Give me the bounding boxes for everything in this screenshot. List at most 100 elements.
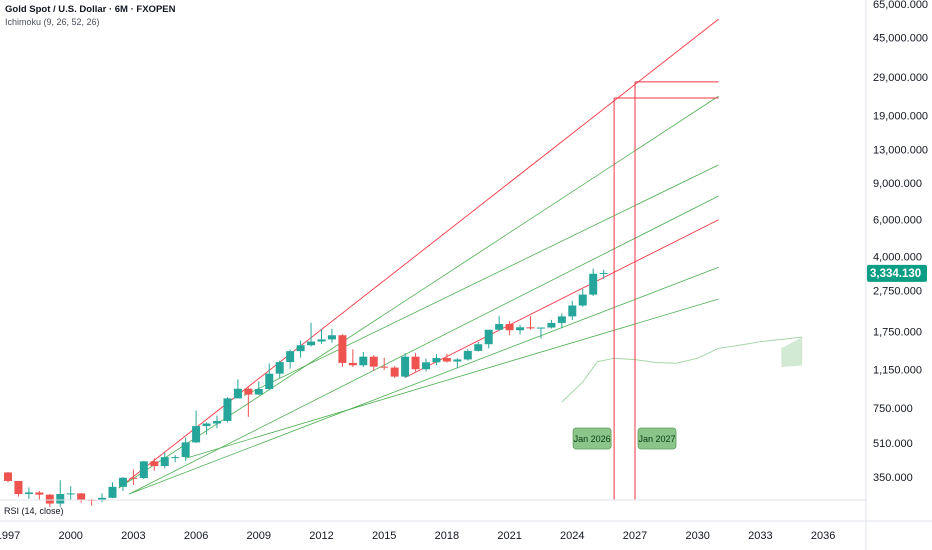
candle-body [390,367,399,377]
candle[interactable] [223,397,232,423]
candle-body [160,457,169,467]
candle[interactable] [118,477,127,491]
candle[interactable] [495,315,504,331]
date-tag: Jan 2026 [572,427,612,450]
candle[interactable] [453,358,462,369]
candle-body [568,305,577,317]
candle[interactable] [296,340,305,358]
candle[interactable] [411,353,420,372]
candle-body [327,335,336,340]
candle-body [265,373,274,390]
candle-body [77,493,86,500]
y-tick-label: 6,000.000 [873,215,922,227]
candle[interactable] [463,349,472,361]
candle[interactable] [139,460,148,480]
candle[interactable] [359,352,368,367]
candle[interactable] [150,458,159,471]
candle[interactable] [484,329,493,349]
candle-body [118,477,127,487]
x-tick-label: 2009 [247,530,271,542]
candle[interactable] [369,355,378,371]
candle[interactable] [578,289,587,307]
fan-line-green-steep [243,164,719,396]
x-tick-label: 2000 [58,530,82,542]
candle[interactable] [24,487,33,499]
candle-body [14,480,23,495]
candle[interactable] [35,490,44,500]
candle[interactable] [275,360,284,378]
candle[interactable] [108,482,117,499]
candle-body [369,356,378,367]
candle[interactable] [244,387,253,417]
date-tag: Jan 2027 [637,427,677,450]
candle[interactable] [202,422,211,435]
candle[interactable] [4,471,12,483]
candle[interactable] [171,455,180,463]
price-tag-label: 3,334.130 [870,268,921,280]
candle[interactable] [56,480,65,507]
candle[interactable] [536,327,545,339]
fan-line-red-upper [118,18,719,489]
x-tick-label: 2024 [560,530,584,542]
candle[interactable] [348,349,357,367]
candle[interactable] [233,379,242,399]
candle[interactable] [254,381,263,396]
candle[interactable] [181,437,190,461]
candle[interactable] [474,341,483,352]
candle-body [557,316,566,323]
candle[interactable] [192,410,201,443]
candle[interactable] [129,469,138,486]
candle[interactable] [160,452,169,469]
candle-body [589,273,598,295]
candle[interactable] [401,353,410,378]
candle[interactable] [338,334,347,367]
candle-body [359,356,368,366]
time-axis[interactable]: 1997 2000 2003 2006 2009 2012 2015 2018 2021 2024… [0,530,835,542]
candle-body [505,324,514,331]
candle[interactable] [422,358,430,372]
indicator-label[interactable]: Ichimoku (9, 26, 52, 26) [5,17,100,27]
y-tick-label: 13,000.000 [873,145,928,157]
candle[interactable] [380,357,389,370]
candle[interactable] [307,322,316,347]
candle[interactable] [432,354,441,366]
y-tick-label: 350.000 [873,472,913,484]
candle[interactable] [213,415,221,429]
candle[interactable] [442,353,451,363]
candle[interactable] [286,349,295,369]
date-range-lines [613,81,719,500]
candle[interactable] [568,300,577,320]
candle[interactable] [327,328,336,343]
candle[interactable] [547,319,556,329]
candle[interactable] [390,366,399,378]
candle[interactable] [516,324,525,335]
candle-body [139,461,148,479]
candle[interactable] [77,493,86,503]
candle[interactable] [66,486,75,501]
candle[interactable] [589,268,598,296]
candle[interactable] [557,313,566,329]
candlesticks[interactable] [4,268,608,507]
candle-body [66,493,75,495]
fibonacci-fan-lines [118,18,719,495]
candle[interactable] [98,493,107,503]
candle[interactable] [265,363,274,390]
candle-body [516,327,525,331]
price-axis[interactable]: 65,000.000 45,000.000 29,000.000 19,000.000… [873,0,928,484]
candle[interactable] [526,316,535,330]
candle-body [129,477,138,479]
candle-body [296,345,305,352]
candle[interactable] [505,321,514,336]
candle[interactable] [14,480,23,497]
candle-body [223,398,232,421]
candle-body [254,389,263,395]
candle-body [286,351,295,363]
candle[interactable] [317,329,326,344]
candle-body [307,341,316,346]
candle-body [317,339,326,342]
candle[interactable] [599,269,608,279]
rsi-label[interactable]: RSI (14, close) [4,506,64,516]
y-tick-label: 1,750.000 [873,326,922,338]
date-tag-box [637,427,677,450]
